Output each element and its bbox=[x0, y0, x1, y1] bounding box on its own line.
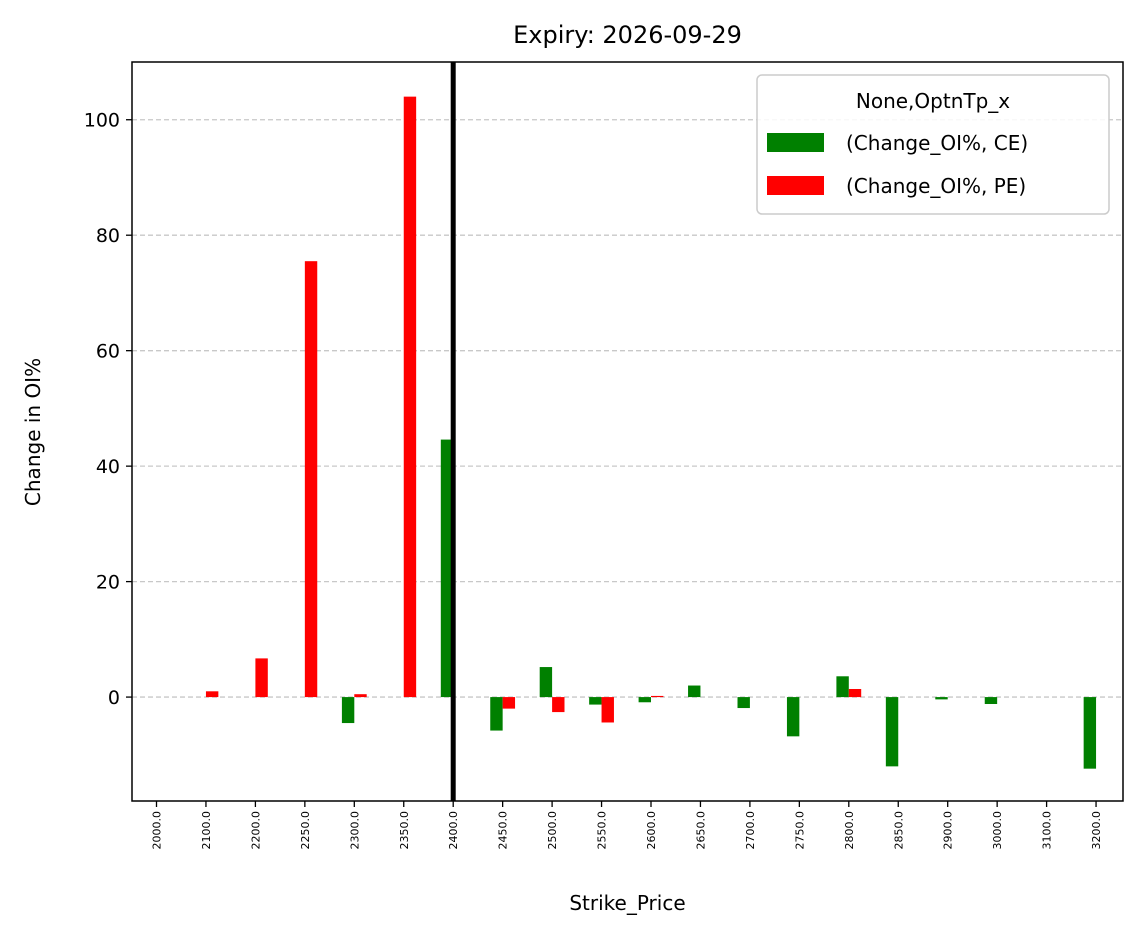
x-tick-label: 2250.0 bbox=[299, 811, 312, 850]
x-tick-label: 2800.0 bbox=[843, 811, 856, 850]
bar-ce-2550-0 bbox=[589, 697, 602, 705]
x-tick-label: 2400.0 bbox=[447, 811, 460, 850]
legend-label-pe: (Change_OI%, PE) bbox=[846, 174, 1026, 198]
bar-pe-2550-0 bbox=[601, 697, 614, 723]
bar-pe-2450-0 bbox=[502, 697, 516, 709]
bar-pe-2300-0 bbox=[354, 694, 367, 698]
x-tick-label: 2300.0 bbox=[348, 811, 361, 850]
y-axis-label: Change in OI% bbox=[21, 358, 45, 506]
bar-pe-2200-0 bbox=[255, 658, 268, 698]
x-tick-label: 2900.0 bbox=[942, 811, 955, 850]
x-tick-label: 3000.0 bbox=[991, 811, 1004, 850]
bar-ce-2400-0 bbox=[440, 439, 454, 698]
x-tick-label: 2550.0 bbox=[596, 811, 609, 850]
x-tick-label: 2850.0 bbox=[892, 811, 905, 850]
x-tick-label: 2750.0 bbox=[793, 811, 806, 850]
chart-title: Expiry: 2026-09-29 bbox=[513, 21, 742, 49]
y-tick-label: 40 bbox=[96, 456, 120, 478]
x-tick-label: 3100.0 bbox=[1041, 811, 1054, 850]
legend-title: None,OptnTp_x bbox=[856, 89, 1010, 113]
x-tick-label: 3200.0 bbox=[1090, 811, 1103, 850]
bar-pe-2350-0 bbox=[403, 96, 417, 698]
bar-pe-2250-0 bbox=[304, 261, 318, 698]
y-tick-label: 80 bbox=[96, 225, 120, 247]
bar-ce-2650-0 bbox=[688, 685, 701, 698]
bar-ce-2800-0 bbox=[836, 676, 849, 698]
y-axis-ticks: 0 20 40 60 80 100 bbox=[84, 110, 132, 709]
x-tick-label: 2000.0 bbox=[151, 811, 164, 850]
bars bbox=[205, 96, 1097, 769]
x-tick-label: 2600.0 bbox=[645, 811, 658, 850]
bar-ce-2500-0 bbox=[539, 667, 553, 698]
y-tick-label: 100 bbox=[84, 110, 120, 132]
bar-pe-2100-0 bbox=[205, 691, 219, 698]
bar-ce-3200-0 bbox=[1083, 697, 1097, 769]
x-tick-label: 2650.0 bbox=[694, 811, 707, 850]
legend-swatch-ce bbox=[767, 133, 824, 152]
bar-ce-2850-0 bbox=[885, 697, 899, 767]
y-tick-label: 0 bbox=[108, 687, 120, 709]
bar-ce-2900-0 bbox=[935, 697, 948, 700]
bar-pe-2500-0 bbox=[552, 697, 565, 713]
bar-ce-2600-0 bbox=[638, 697, 651, 703]
x-tick-label: 2350.0 bbox=[398, 811, 411, 850]
bar-ce-3000-0 bbox=[984, 697, 998, 705]
x-tick-label: 2500.0 bbox=[546, 811, 559, 850]
legend-swatch-pe bbox=[767, 176, 824, 195]
bar-pe-2600-0 bbox=[651, 695, 664, 698]
x-tick-label: 2200.0 bbox=[249, 811, 262, 850]
y-tick-label: 60 bbox=[96, 341, 120, 363]
bar-ce-2750-0 bbox=[786, 697, 800, 737]
bar-ce-2700-0 bbox=[737, 697, 750, 709]
bar-ce-2450-0 bbox=[490, 697, 503, 731]
x-tick-label: 2700.0 bbox=[744, 811, 757, 850]
plot-frame bbox=[131, 61, 1124, 802]
legend-label-ce: (Change_OI%, CE) bbox=[846, 131, 1028, 155]
x-tick-label: 2100.0 bbox=[200, 811, 213, 850]
y-tick-label: 20 bbox=[96, 572, 120, 594]
legend: None,OptnTp_x (Change_OI%, CE) (Change_O… bbox=[756, 74, 1110, 215]
x-tick-label: 2450.0 bbox=[497, 811, 510, 850]
bar-pe-2800-0 bbox=[848, 688, 862, 698]
x-axis-ticks: 2000.0 2100.0 2200.0 2250.0 2300.0 2350.0 2400… bbox=[151, 801, 1103, 850]
legend-box bbox=[756, 74, 1110, 215]
bar-ce-2300-0 bbox=[341, 697, 355, 724]
x-axis-label: Strike_Price bbox=[569, 891, 685, 915]
